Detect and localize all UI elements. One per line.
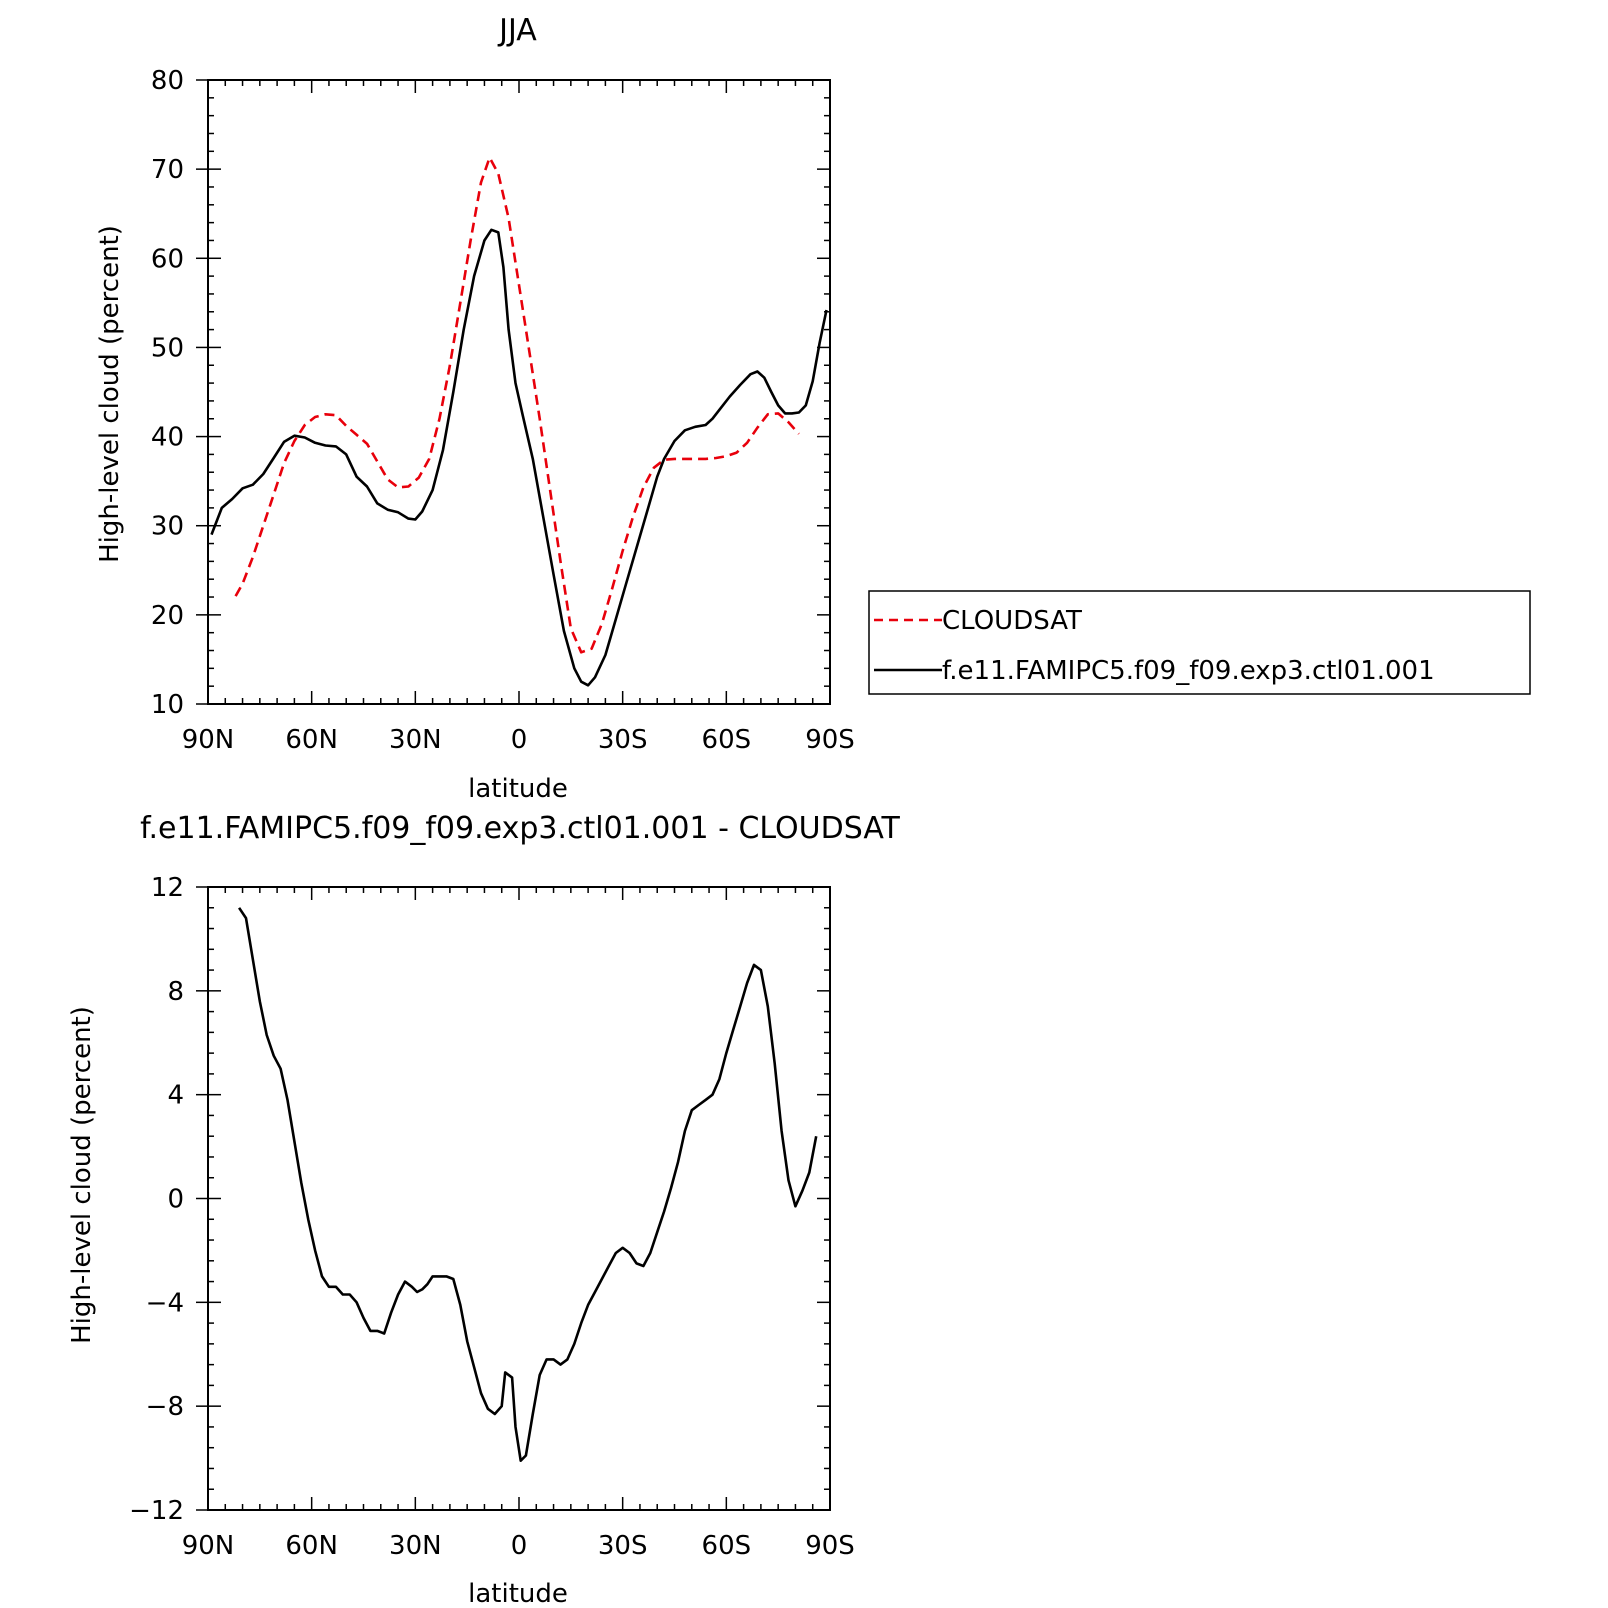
top-xtick-label: 60S bbox=[702, 725, 752, 755]
bottom-ytick-label: 4 bbox=[167, 1081, 184, 1111]
bottom-xtick-label: 90S bbox=[805, 1531, 855, 1561]
top-xtick-label: 90S bbox=[805, 725, 855, 755]
top-xtick-label: 60N bbox=[285, 725, 338, 755]
legend-label-model: f.e11.FAMIPC5.f09_f09.exp3.ctl01.001 bbox=[942, 656, 1435, 686]
bottom-plot-frame bbox=[207, 886, 831, 1511]
top-series-line-1 bbox=[210, 228, 828, 687]
bottom-xtick-label: 90N bbox=[182, 1531, 235, 1561]
top-series-line-0 bbox=[234, 156, 800, 654]
top-ytick-label: 40 bbox=[151, 423, 184, 453]
bottom-chart: 90N 60N 30N 0 30S 60S 90S −12 −8 −4 0 4 8 12 bbox=[129, 873, 855, 1561]
top-xtick-label: 30N bbox=[389, 725, 442, 755]
top-xtick-label: 30S bbox=[598, 725, 648, 755]
top-ytick-label: 60 bbox=[151, 244, 184, 274]
top-chart-title: JJA bbox=[497, 13, 537, 48]
bottom-chart-title: f.e11.FAMIPC5.f09_f09.exp3.ctl01.001 - C… bbox=[140, 811, 900, 846]
bottom-ytick-label: −4 bbox=[146, 1288, 184, 1318]
bottom-xtick-label: 30S bbox=[598, 1531, 648, 1561]
bottom-xtick-label: 60S bbox=[702, 1531, 752, 1561]
bottom-xtick-label: 60N bbox=[285, 1531, 338, 1561]
legend-label-cloudsat: CLOUDSAT bbox=[942, 606, 1082, 636]
bottom-ytick-label: 0 bbox=[167, 1185, 184, 1215]
top-ytick-label: 50 bbox=[151, 333, 184, 363]
top-chart: 90N 60N 30N 0 30S 60S 90S 10 20 30 40 50 60 70 80 bbox=[151, 66, 855, 755]
top-plot-frame bbox=[207, 79, 831, 705]
bottom-ytick-label: 12 bbox=[151, 873, 184, 903]
top-xtick-label: 90N bbox=[182, 725, 235, 755]
bottom-ytick-label: 8 bbox=[167, 977, 184, 1007]
top-chart-ylabel: High-level cloud (percent) bbox=[95, 225, 125, 563]
top-ytick-label: 80 bbox=[151, 66, 184, 96]
legend-box bbox=[868, 590, 1531, 695]
top-ytick-label: 10 bbox=[151, 690, 184, 720]
bottom-xtick-label: 0 bbox=[511, 1531, 528, 1561]
bottom-xtick-label: 30N bbox=[389, 1531, 442, 1561]
top-chart-xlabel: latitude bbox=[468, 774, 568, 804]
top-ytick-label: 20 bbox=[151, 601, 184, 631]
top-xtick-label: 0 bbox=[511, 725, 528, 755]
bottom-chart-xlabel: latitude bbox=[468, 1579, 568, 1608]
bottom-ytick-label: −12 bbox=[129, 1496, 184, 1526]
top-ytick-label: 70 bbox=[151, 155, 184, 185]
bottom-chart-ylabel: High-level cloud (percent) bbox=[67, 1006, 97, 1344]
top-ytick-label: 30 bbox=[151, 512, 184, 542]
bottom-series-line-0 bbox=[238, 907, 818, 1462]
bottom-ytick-label: −8 bbox=[146, 1392, 184, 1422]
